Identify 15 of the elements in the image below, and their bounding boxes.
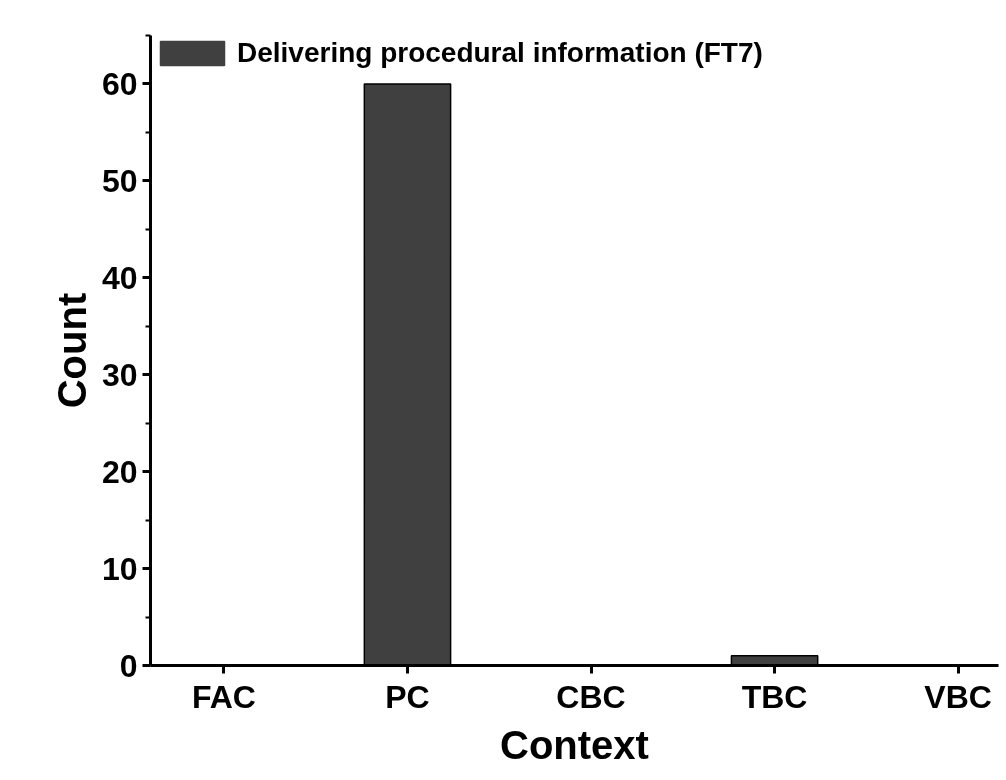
y-tick-label: 10 (101, 550, 138, 587)
x-tick-label: VBC (924, 678, 992, 715)
y-tick-label: 60 (101, 65, 138, 102)
x-tick-label: TBC (741, 678, 808, 715)
y-tick-label: 50 (101, 162, 138, 199)
x-tick-label: CBC (556, 678, 626, 715)
y-tick-label: 30 (101, 356, 138, 393)
x-axis-title: Context (500, 722, 649, 767)
x-tick-label: FAC (191, 678, 256, 715)
x-tick-label: PC (385, 678, 430, 715)
y-axis-title: Count (49, 292, 94, 409)
y-tick-label: 0 (119, 647, 138, 684)
y-tick-label: 20 (101, 453, 138, 490)
legend-label: Delivering procedural information (FT7) (237, 37, 763, 69)
y-tick-label: 40 (101, 259, 138, 296)
